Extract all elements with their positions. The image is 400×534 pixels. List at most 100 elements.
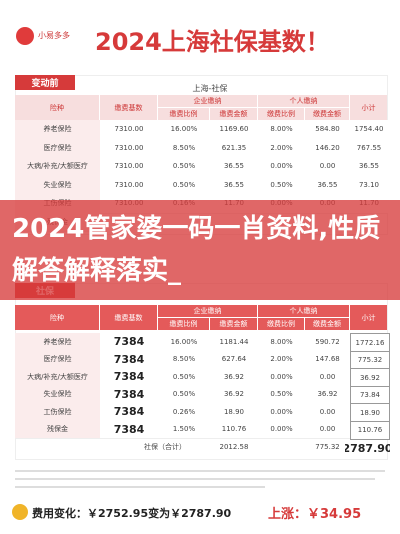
cell: 1.50%	[158, 420, 210, 439]
cell: 8.00%	[258, 120, 305, 140]
cell: 社保（合计）	[144, 442, 186, 451]
cell: 失业保险	[15, 175, 100, 195]
cell: 0.50%	[258, 385, 305, 404]
cell: 36.55	[305, 175, 350, 195]
cell: 0.50%	[258, 175, 305, 195]
footnote	[15, 470, 385, 472]
cell: 0.00	[305, 420, 350, 439]
cell: 缴费基数	[100, 95, 157, 120]
cell: 缴费金额	[305, 318, 349, 330]
cell: 0.00%	[258, 420, 305, 439]
cell: 8.50%	[158, 350, 210, 369]
cell: 7310.00	[100, 120, 158, 140]
cell: 7310.00	[100, 157, 158, 177]
cell: 36.55	[350, 157, 388, 177]
cell: 变动前	[15, 75, 75, 90]
cell: 小计	[350, 95, 387, 120]
cell: 16.00%	[158, 120, 210, 140]
banner-text: 2024管家婆一码一肖资料,性质解答解释落实_	[12, 214, 381, 286]
banner	[0, 200, 400, 300]
cell: 36.55	[210, 175, 258, 195]
cell: 2.00%	[258, 350, 305, 369]
cell: 企业缴纳	[158, 305, 257, 317]
cell: 146.20	[305, 138, 350, 158]
cell: 小计	[350, 305, 387, 330]
cell: 36.92	[210, 385, 258, 404]
cell: 775.32	[315, 442, 340, 451]
cell: 8.00%	[258, 333, 305, 352]
cell: 7310.00	[100, 138, 158, 158]
cell: 养老保险	[15, 333, 100, 352]
cell: 627.64	[210, 350, 258, 369]
logo-icon	[16, 27, 34, 45]
cell: 医疗保险	[15, 138, 100, 158]
cell: 621.35	[210, 138, 258, 158]
cell: 584.80	[305, 120, 350, 140]
cell: 上海-社保	[192, 83, 228, 93]
cell: 2787.90	[345, 441, 390, 455]
cell: 0.00	[305, 368, 350, 387]
cell: 2.00%	[258, 138, 305, 158]
cell: 残保金	[15, 420, 100, 439]
logo: 小易多多	[38, 31, 70, 40]
cell: 险种	[15, 305, 99, 330]
cell: 767.55	[350, 138, 388, 158]
cell: 大病/补充/大额医疗	[15, 157, 100, 177]
cell: 36.92	[305, 385, 350, 404]
cell: 7310.00	[100, 175, 158, 195]
cell: 缴费比例	[258, 318, 304, 330]
cell: 18.90	[210, 403, 258, 422]
title: 2024上海社保基数！	[95, 28, 330, 56]
fee-rise: 上涨：￥34.95	[268, 507, 362, 522]
footnote	[15, 486, 265, 488]
cell: 36.92	[210, 368, 258, 387]
cell: 缴费金额	[305, 108, 349, 120]
cell: 16.00%	[158, 333, 210, 352]
cell: 缴费比例	[158, 318, 209, 330]
cell: 缴费基数	[100, 305, 157, 330]
cell: 7384	[100, 420, 158, 439]
cell: 养老保险	[15, 120, 100, 140]
cell: 工伤保险	[15, 403, 100, 422]
cell: 0.00	[305, 157, 350, 177]
cell: 个人缴纳	[258, 95, 349, 107]
cell: 大病/补充/大额医疗	[15, 368, 100, 387]
cell: 110.76	[350, 420, 390, 440]
cell: 缴费比例	[158, 108, 209, 120]
cell: 7384	[100, 368, 158, 387]
cell: 个人缴纳	[258, 305, 349, 317]
cell: 0.50%	[158, 385, 210, 404]
cell: 0.00%	[258, 403, 305, 422]
cell: 7384	[100, 333, 158, 352]
footnote	[15, 478, 375, 480]
cell: 0.00	[305, 403, 350, 422]
cell: 缴费比例	[258, 108, 304, 120]
cell: 企业缴纳	[158, 95, 257, 107]
cell: 8.50%	[158, 138, 210, 158]
cell: 0.50%	[158, 368, 210, 387]
cell: 1181.44	[210, 333, 258, 352]
cell: 险种	[15, 95, 99, 120]
cell: 590.72	[305, 333, 350, 352]
cell: 0.26%	[158, 403, 210, 422]
cell: 7384	[100, 350, 158, 369]
coin-icon	[12, 504, 28, 520]
cell: 0.00%	[258, 368, 305, 387]
cell: 7384	[100, 403, 158, 422]
cell: 医疗保险	[15, 350, 100, 369]
cell: 73.10	[350, 175, 388, 195]
cell: 缴费金额	[210, 108, 257, 120]
cell: 0.00%	[258, 157, 305, 177]
cell: 1169.60	[210, 120, 258, 140]
cell: 0.50%	[158, 157, 210, 177]
cell: 0.50%	[158, 175, 210, 195]
cell: 1754.40	[350, 120, 388, 140]
cell: 36.55	[210, 157, 258, 177]
cell: 缴费金额	[210, 318, 257, 330]
fee-change: 费用变化：￥2752.95变为￥2787.90	[32, 507, 232, 520]
cell: 147.68	[305, 350, 350, 369]
cell: 2012.58	[219, 442, 249, 451]
cell: 110.76	[210, 420, 258, 439]
cell: 7384	[100, 385, 158, 404]
